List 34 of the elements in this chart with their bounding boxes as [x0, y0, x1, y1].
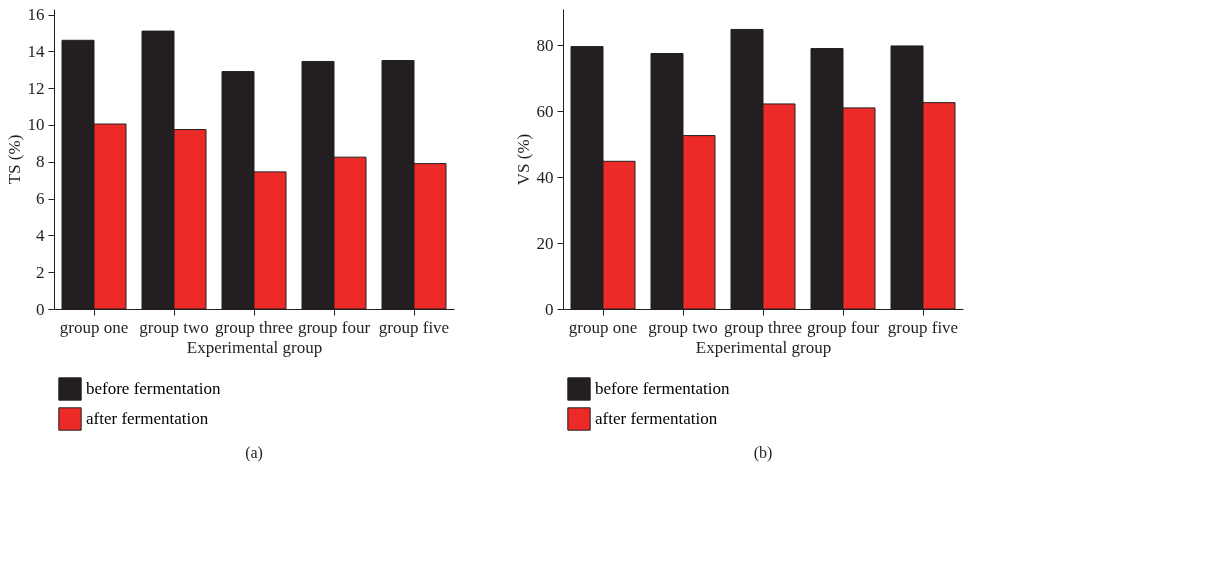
y-tick-label: 8 [36, 152, 45, 172]
x-tick-label: group three [215, 317, 293, 337]
x-tick-label: group four [806, 317, 880, 337]
y-axis-title: VS (%) [513, 133, 533, 186]
y-tick-label: 10 [27, 115, 45, 135]
y-tick-label: 80 [536, 35, 554, 55]
x-tick-label: group one [59, 317, 129, 337]
x-axis-title: Experimental group [695, 337, 832, 357]
legend-label: before fermentation [595, 379, 731, 398]
legend-label: after fermentation [86, 409, 209, 428]
y-tick-label: 6 [36, 189, 45, 209]
x-tick-label: group two [648, 317, 718, 337]
y-tick-label: 0 [36, 299, 45, 319]
y-tick-label: 60 [536, 101, 554, 121]
x-tick-label: group three [724, 317, 802, 337]
text: (b) [753, 444, 773, 462]
y-tick-label: 16 [27, 5, 45, 25]
y-tick-label: 0 [545, 299, 554, 319]
y-tick-label: 14 [27, 41, 45, 61]
text: (a) [245, 444, 263, 462]
x-tick-label: group two [139, 317, 209, 337]
legend-label: after fermentation [595, 409, 718, 428]
x-axis-title: Experimental group [186, 337, 323, 357]
y-tick-label: 2 [36, 262, 45, 282]
legend-label: before fermentation [86, 379, 222, 398]
x-tick-label: group one [568, 317, 638, 337]
x-tick-label: group five [378, 317, 450, 337]
y-tick-label: 20 [536, 233, 554, 253]
y-tick-label: 12 [27, 78, 45, 98]
y-tick-label: 4 [36, 225, 45, 245]
x-tick-label: group four [297, 317, 371, 337]
y-axis-title: TS (%) [4, 134, 24, 185]
y-tick-label: 40 [536, 167, 554, 187]
x-tick-label: group five [887, 317, 959, 337]
